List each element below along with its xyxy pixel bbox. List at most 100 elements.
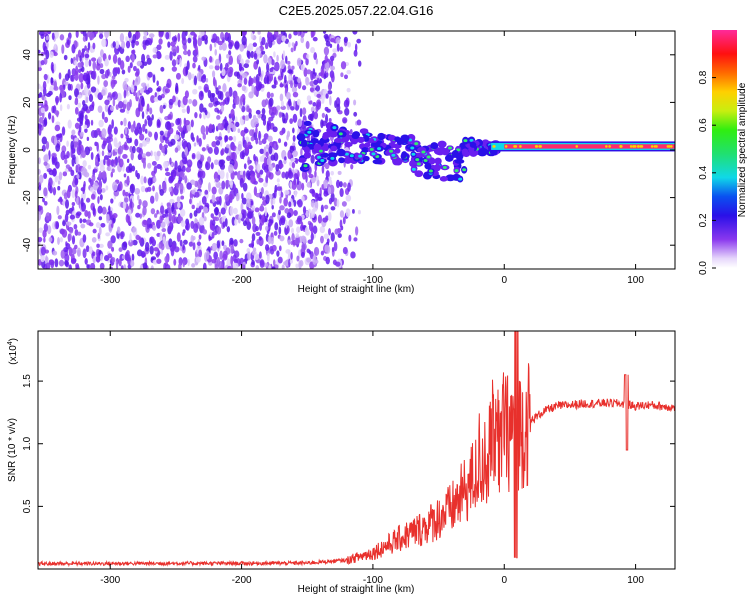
tone-band-highlight (650, 145, 654, 148)
noise-speckle (117, 145, 124, 155)
noise-speckle (228, 193, 233, 200)
noise-speckle (163, 160, 169, 169)
noise-speckle (186, 60, 190, 71)
noise-speckle (88, 222, 94, 227)
noise-speckle (115, 40, 120, 49)
noise-speckle (112, 54, 118, 64)
noise-speckle (289, 259, 293, 264)
noise-speckle (57, 133, 63, 139)
tone-band-highlight (514, 145, 518, 148)
noise-speckle (200, 125, 206, 135)
noise-speckle (38, 184, 42, 191)
noise-speckle (162, 135, 166, 141)
signal-blob (330, 145, 338, 152)
signal-blob-core (469, 138, 474, 142)
noise-speckle (186, 182, 192, 190)
noise-speckle (54, 110, 60, 116)
noise-speckle (165, 171, 171, 177)
noise-speckle (181, 37, 187, 46)
noise-speckle (125, 55, 130, 63)
noise-speckle (302, 107, 307, 115)
heatmap-layer (38, 31, 675, 269)
noise-speckle (120, 133, 124, 139)
noise-speckle (126, 137, 132, 144)
noise-speckle (171, 204, 174, 213)
noise-speckle (186, 159, 193, 168)
noise-speckle (188, 241, 194, 247)
noise-speckle (335, 179, 341, 189)
noise-speckle (110, 171, 114, 178)
noise-speckle (120, 120, 123, 126)
noise-speckle (52, 52, 58, 57)
noise-speckle (196, 71, 202, 82)
noise-speckle (251, 205, 256, 211)
noise-speckle (165, 31, 170, 40)
noise-speckle (70, 169, 75, 177)
noise-speckle (339, 46, 344, 52)
noise-speckle (347, 182, 351, 192)
noise-speckle (273, 31, 279, 38)
noise-speckle (226, 172, 229, 180)
top-x-tick-label: -200 (232, 275, 252, 286)
noise-speckle (214, 159, 219, 166)
noise-speckle (285, 112, 289, 121)
noise-speckle (294, 190, 297, 198)
noise-speckle (96, 243, 100, 248)
noise-speckle (350, 251, 356, 259)
noise-speckle (90, 151, 94, 161)
noise-speckle (135, 212, 141, 218)
noise-speckle (263, 54, 268, 64)
noise-speckle (43, 187, 48, 197)
noise-speckle (162, 236, 166, 246)
noise-speckle (167, 131, 170, 139)
noise-speckle (87, 164, 92, 170)
noise-speckle (305, 69, 312, 75)
noise-speckle (141, 111, 145, 120)
noise-speckle (350, 163, 354, 170)
noise-speckle (142, 123, 146, 133)
signal-blob (323, 143, 330, 152)
noise-speckle (149, 237, 152, 245)
noise-speckle (164, 209, 168, 214)
noise-speckle (286, 130, 291, 138)
signal-blob (336, 148, 346, 157)
noise-speckle (330, 58, 334, 68)
noise-speckle (250, 118, 257, 128)
noise-speckle (81, 202, 87, 212)
noise-speckle (267, 135, 273, 142)
noise-speckle (169, 50, 173, 61)
noise-speckle (54, 124, 61, 132)
noise-speckle (270, 92, 274, 98)
noise-speckle (176, 182, 180, 190)
noise-speckle (97, 205, 103, 214)
noise-speckle (232, 183, 237, 194)
noise-speckle (284, 189, 290, 195)
noise-speckle (82, 187, 85, 195)
noise-speckle (349, 128, 353, 136)
signal-blob (338, 157, 345, 164)
top-y-tick-label: -20 (22, 190, 33, 205)
noise-speckle (171, 36, 178, 42)
noise-speckle (283, 261, 289, 266)
noise-speckle (253, 52, 258, 60)
top-y-axis-label: Frequency (Hz) (7, 116, 18, 185)
noise-speckle (74, 229, 79, 236)
noise-speckle (276, 105, 281, 111)
noise-speckle (95, 62, 101, 71)
noise-speckle (137, 194, 140, 201)
noise-speckle (138, 147, 143, 157)
noise-speckle (182, 260, 185, 268)
noise-speckle (228, 147, 232, 156)
noise-speckle (290, 80, 293, 85)
noise-speckle (228, 66, 234, 74)
noise-speckle (215, 140, 221, 146)
bottom-x-axis: -300 -200 -100 0 100 (100, 331, 644, 586)
noise-speckle (101, 150, 105, 157)
noise-speckle (255, 137, 259, 145)
noise-speckle (191, 154, 196, 160)
noise-speckle (237, 83, 242, 88)
noise-speckle (270, 111, 275, 119)
noise-speckle (261, 214, 265, 224)
noise-speckle (147, 117, 153, 127)
noise-speckle (302, 31, 308, 34)
